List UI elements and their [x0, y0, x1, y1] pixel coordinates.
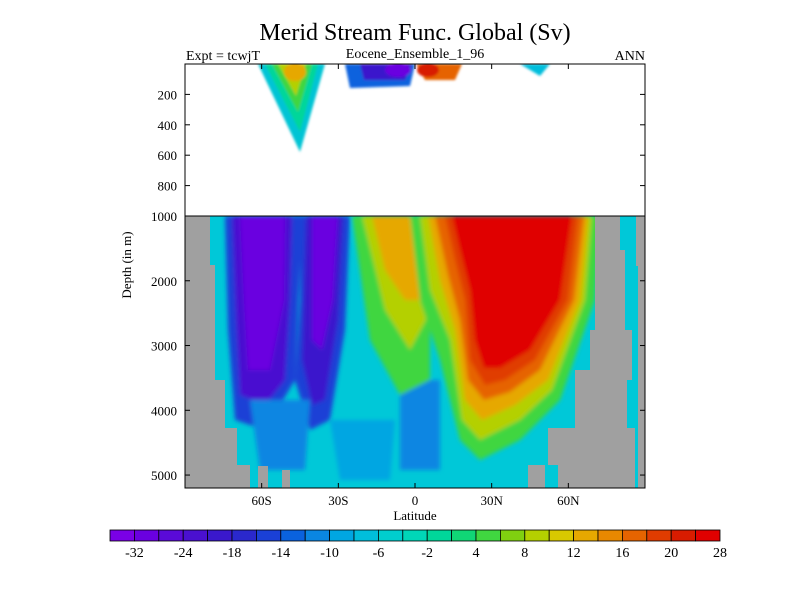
upper-y-tick-label: 600: [158, 148, 178, 163]
colorbar-swatch: [695, 529, 721, 542]
colorbar-swatch: [475, 529, 501, 542]
colorbar-swatch: [109, 529, 135, 542]
lower-y-tick-label: 3000: [151, 339, 177, 354]
lower-y-tick-label: 2000: [151, 274, 177, 289]
colorbar-label: 16: [615, 546, 629, 561]
colorbar-label: 8: [521, 546, 528, 561]
colorbar-label: -6: [373, 546, 385, 561]
colorbar-swatch: [158, 529, 184, 542]
x-tick-label: 60S: [252, 493, 272, 508]
colorbar-swatch: [280, 529, 306, 542]
x-tick-label: 0: [412, 493, 419, 508]
colorbar-swatch: [182, 529, 208, 542]
colorbar-label: -2: [421, 546, 433, 561]
colorbar-swatch: [524, 529, 550, 542]
colorbar-swatch: [255, 529, 282, 542]
colorbar-swatch: [622, 529, 648, 542]
colorbar-label: -18: [223, 546, 242, 561]
upper-y-tick-label: 400: [158, 118, 178, 133]
season-label: ANN: [615, 49, 645, 64]
colorbar-swatch: [426, 529, 453, 542]
upper-depth-axis: 200 400 600 800 1000: [151, 87, 645, 224]
latitude-axis: 60S 30S 0 30N 60N: [252, 64, 580, 508]
x-axis-label: Latitude: [393, 508, 437, 523]
colorbar-swatch: [329, 529, 355, 542]
colorbar-swatch: [402, 529, 428, 542]
upper-y-tick-label: 200: [158, 87, 178, 102]
y-axis-label: Depth (in m): [119, 231, 134, 298]
upper-panel-background: [185, 64, 645, 216]
colorbar-swatch: [499, 529, 526, 542]
colorbar-label: -32: [125, 546, 144, 561]
colorbar-swatch: [670, 529, 697, 542]
colorbar-swatch: [231, 529, 257, 542]
lower-y-tick-label: 4000: [151, 403, 177, 418]
colorbar-swatch: [573, 529, 599, 542]
colorbar-swatch: [304, 529, 331, 542]
lower-panel-field: [185, 216, 645, 488]
colorbar-swatch: [207, 529, 233, 542]
upper-panel-field: [185, 64, 645, 216]
colorbar-swatch: [548, 529, 575, 542]
colorbar-swatch: [353, 529, 379, 542]
x-tick-label: 60N: [557, 493, 580, 508]
colorbar-label: -10: [320, 546, 339, 561]
ensemble-label: Eocene_Ensemble_1_96: [346, 47, 484, 62]
x-tick-label: 30S: [328, 493, 348, 508]
colorbar-label: 28: [713, 546, 727, 561]
chart-title: Merid Stream Func. Global (Sv): [259, 20, 570, 46]
colorbar-swatch: [133, 529, 160, 542]
colorbar-swatch: [646, 529, 672, 542]
colorbar-label: 12: [567, 546, 581, 561]
lower-y-tick-label: 5000: [151, 468, 177, 483]
colorbar-label: -24: [174, 546, 193, 561]
colorbar-label: -14: [271, 546, 290, 561]
colorbar-label: 20: [664, 546, 678, 561]
upper-y-tick-label: 800: [158, 179, 178, 194]
land-mask: [185, 216, 645, 488]
colorbar-swatch: [451, 529, 477, 542]
colorbar-swatch: [597, 529, 623, 542]
experiment-label: Expt = tcwjT: [186, 49, 260, 64]
colorbar-swatch: [377, 529, 404, 542]
x-tick-label: 30N: [480, 493, 503, 508]
lower-depth-axis: 2000 3000 4000 5000: [151, 274, 645, 483]
upper-y-tick-label: 1000: [151, 209, 177, 224]
colorbar: -32 -24 -18 -14 -10 -6 -2 4 8 12 16 20 28: [109, 529, 727, 561]
colorbar-label: 4: [473, 546, 480, 561]
